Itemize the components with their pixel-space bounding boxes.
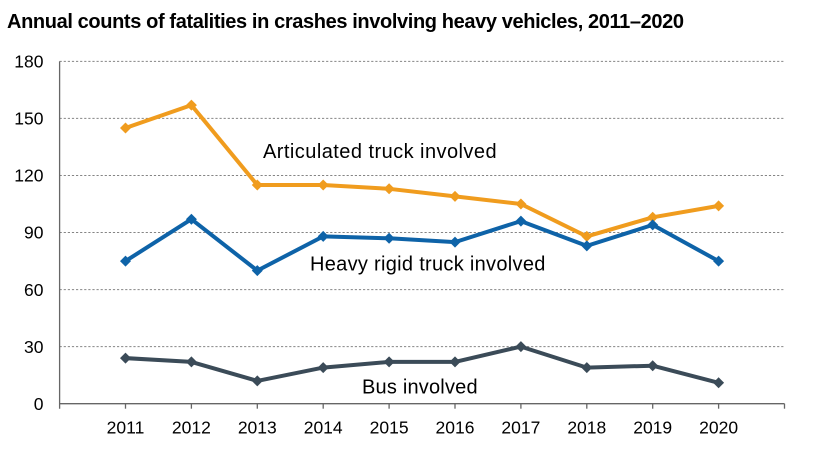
svg-text:2016: 2016: [436, 418, 475, 438]
svg-text:120: 120: [14, 166, 43, 186]
svg-text:2011: 2011: [107, 418, 145, 438]
svg-text:150: 150: [14, 109, 43, 129]
svg-text:2020: 2020: [699, 418, 738, 438]
svg-text:2019: 2019: [633, 418, 672, 438]
svg-text:2018: 2018: [567, 418, 606, 438]
svg-text:2012: 2012: [172, 418, 211, 438]
svg-text:Bus involved: Bus involved: [362, 377, 478, 399]
svg-text:90: 90: [24, 223, 44, 243]
svg-text:2015: 2015: [370, 418, 409, 438]
svg-text:Articulated truck involved: Articulated truck involved: [263, 141, 497, 163]
svg-text:Heavy rigid truck involved: Heavy rigid truck involved: [310, 253, 546, 275]
svg-text:30: 30: [24, 337, 44, 357]
svg-text:2014: 2014: [304, 418, 343, 438]
svg-text:0: 0: [34, 394, 44, 414]
svg-text:2013: 2013: [238, 418, 277, 438]
svg-text:Annual counts of fatalities in: Annual counts of fatalities in crashes i…: [7, 11, 684, 33]
svg-text:2017: 2017: [501, 418, 540, 438]
svg-text:180: 180: [14, 52, 43, 72]
svg-text:60: 60: [24, 280, 44, 300]
